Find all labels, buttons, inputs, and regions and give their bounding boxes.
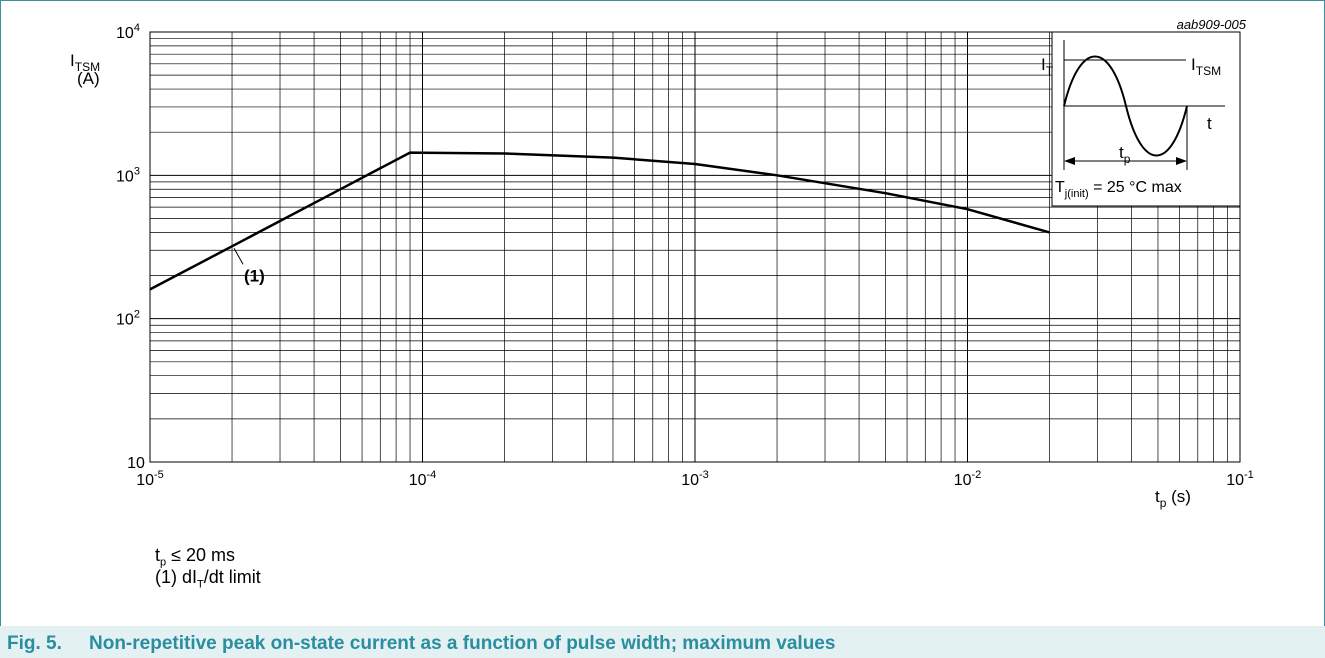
- y-tick-labels: 10 102 103 104: [116, 22, 145, 472]
- inset-itsm-label: ITSM: [1191, 55, 1221, 78]
- annotation-leader: [233, 248, 244, 265]
- note-dit-limit: (1) dIT/dt limit: [155, 567, 261, 591]
- chart: 10 102 103 104 10-5 10-4 10-3 10-2 10-1 ITSM (A…: [70, 17, 1254, 510]
- x-tick-label: 10-3: [681, 469, 709, 489]
- y-tick-label: 103: [116, 165, 140, 185]
- inset-sine-wave: [1063, 55, 1188, 157]
- note-tp-limit: tp ≤ 20 ms: [155, 545, 236, 569]
- y-tick-label: 102: [116, 309, 140, 329]
- x-tick-label: 10-1: [1226, 469, 1254, 489]
- y-tick-label: 10: [127, 455, 145, 472]
- inset-tp-label: tp: [1119, 143, 1131, 166]
- caption-bar: [0, 626, 1325, 658]
- figure-caption-text: Non-repetitive peak on-state current as …: [89, 633, 836, 654]
- annotation-label: (1): [244, 266, 265, 285]
- inset-tj-label: Tj(init) = 25 °C max: [1055, 179, 1182, 200]
- x-tick-label: 10-5: [136, 469, 164, 489]
- figure-number: Fig. 5.: [7, 633, 62, 654]
- plot-area-border: [149, 31, 1241, 463]
- y-tick-label: 104: [116, 22, 140, 42]
- x-tick-labels: 10-5 10-4 10-3 10-2 10-1: [136, 469, 1254, 489]
- inset-arrowhead-left: [1064, 157, 1075, 165]
- inset-it-label: IT: [1041, 55, 1054, 78]
- y-axis-unit: (A): [77, 69, 100, 88]
- series-line-itsm: [149, 151, 1050, 291]
- y-axis-label: ITSM: [70, 51, 100, 74]
- x-tick-label: 10-2: [954, 469, 982, 489]
- inset-t-label: t: [1207, 114, 1212, 133]
- x-tick-label: 10-4: [409, 469, 437, 489]
- inset-diagram: IT ITSM t tp Tj(init) = 25 °C max: [1041, 31, 1241, 207]
- figure-caption: Fig. 5. Non-repetitive peak on-state curr…: [7, 633, 835, 655]
- inset-arrowhead-right: [1176, 157, 1187, 165]
- x-axis-label: tp (s): [1155, 487, 1191, 510]
- figure-id: aab909-005: [1177, 17, 1247, 32]
